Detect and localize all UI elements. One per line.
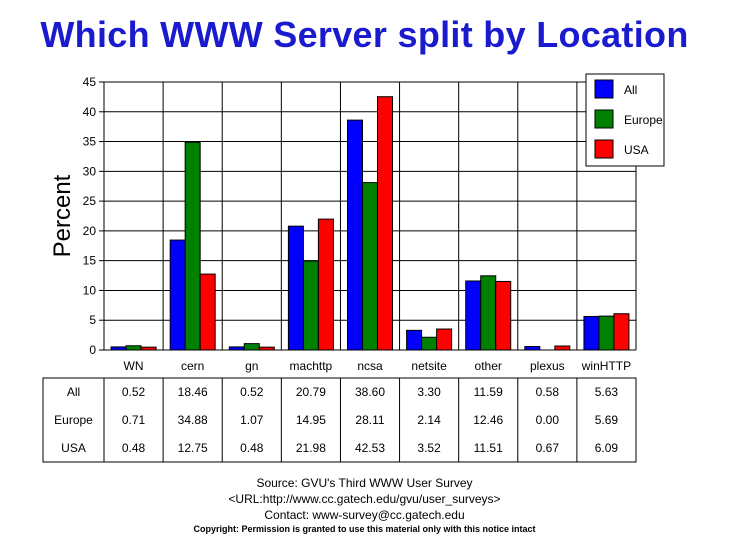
data-table-cell: 0.48 <box>240 441 264 455</box>
bar-usa-netsite <box>436 328 453 351</box>
data-table-cell: 14.95 <box>296 413 326 427</box>
data-table-cell: 0.58 <box>536 385 560 399</box>
data-table-cell: 2.14 <box>417 413 441 427</box>
bar-europe-other <box>480 275 497 351</box>
data-table-cell: 1.07 <box>240 413 264 427</box>
y-tick-label: 15 <box>83 254 97 268</box>
x-tick-label: machttp <box>290 359 333 373</box>
bar-usa-gn <box>258 346 275 351</box>
bar-all-winhttp <box>583 315 600 351</box>
y-tick-label: 25 <box>83 194 97 208</box>
footer-url: <URL:http://www.cc.gatech.edu/gvu/user_s… <box>228 492 501 506</box>
bar-europe-machttp <box>302 260 319 351</box>
bar-europe-wn <box>125 345 142 351</box>
data-table-cell: 38.60 <box>355 385 385 399</box>
data-table-cell: 0.00 <box>536 413 560 427</box>
bar-all-cern <box>169 239 186 351</box>
footer-contact: Contact: www-survey@cc.gatech.edu <box>264 508 465 522</box>
data-table-cell: 28.11 <box>355 413 384 427</box>
y-tick-label: 0 <box>89 343 96 357</box>
data-table-cell: 0.52 <box>122 385 146 399</box>
x-tick-label: cern <box>181 359 204 373</box>
x-tick-label: other <box>475 359 502 373</box>
bar-europe-winhttp <box>598 315 615 351</box>
bar-all-other <box>465 280 482 351</box>
legend-label-europe: Europe <box>624 113 663 127</box>
x-tick-label: ncsa <box>357 359 383 373</box>
chart-title: Which WWW Server split by Location <box>40 14 689 55</box>
bar-usa-machttp <box>317 218 334 351</box>
data-table-cell: 6.09 <box>595 441 619 455</box>
data-table-cell: 12.75 <box>178 441 208 455</box>
y-tick-label: 30 <box>83 164 97 178</box>
bar-usa-winhttp <box>613 313 630 351</box>
data-table-cell: 42.53 <box>355 441 385 455</box>
data-table-cell: 0.67 <box>536 441 560 455</box>
y-tick-label: 10 <box>83 283 97 297</box>
bar-europe-netsite <box>421 336 438 351</box>
data-table-cell: 21.98 <box>296 441 326 455</box>
data-table-cell: 0.48 <box>122 441 146 455</box>
x-tick-label: winHTTP <box>581 359 631 373</box>
bar-europe-gn <box>243 343 260 351</box>
footer-copyright: Copyright: Permission is granted to use … <box>193 524 536 534</box>
bar-all-machttp <box>287 225 304 351</box>
y-tick-label: 5 <box>89 313 96 327</box>
data-table-cell: 34.88 <box>178 413 208 427</box>
data-table-cell: 3.52 <box>417 441 441 455</box>
data-table-cell: 5.63 <box>595 385 619 399</box>
bar-all-netsite <box>406 329 423 351</box>
bar-all-gn <box>228 346 245 351</box>
data-table-row-label: Europe <box>54 413 93 427</box>
y-tick-label: 20 <box>83 224 97 238</box>
legend-label-usa: USA <box>624 143 649 157</box>
bar-usa-cern <box>199 273 216 351</box>
bar-usa-plexus <box>554 345 571 351</box>
data-table-row-label: USA <box>61 441 86 455</box>
data-table-cell: 18.46 <box>178 385 208 399</box>
bar-all-ncsa <box>347 119 363 351</box>
bar-usa-ncsa <box>377 96 393 351</box>
y-tick-label: 35 <box>83 135 97 149</box>
data-table-cell: 5.69 <box>595 413 619 427</box>
data-table-cell: 12.46 <box>473 413 503 427</box>
y-axis-label: Percent <box>49 174 76 257</box>
y-tick-label: 45 <box>83 75 97 89</box>
data-table-cell: 3.30 <box>417 385 441 399</box>
bar-usa-other <box>495 280 512 351</box>
x-tick-label: netsite <box>411 359 447 373</box>
bar-europe-cern <box>184 141 201 351</box>
data-table-cell: 20.79 <box>296 385 326 399</box>
data-table-cell: 0.52 <box>240 385 264 399</box>
bar-all-wn <box>110 346 127 351</box>
bar-usa-wn <box>140 346 157 351</box>
legend-swatch-all <box>594 79 614 99</box>
bar-all-plexus <box>524 346 541 351</box>
x-tick-label: gn <box>245 359 258 373</box>
chart-canvas: 0 5 10 15 20 25 30 35 40 45 WN cern gn machttp ncsa net… <box>42 73 665 463</box>
data-table-frame <box>42 377 637 463</box>
legend-swatch-usa <box>594 139 614 159</box>
bar-europe-ncsa <box>362 182 378 351</box>
legend-label-all: All <box>624 83 637 97</box>
data-table-row-label: All <box>67 385 80 399</box>
x-tick-label: WN <box>124 359 144 373</box>
y-tick-label: 40 <box>83 105 97 119</box>
data-table-cell: 11.59 <box>474 385 503 399</box>
data-table-cell: 0.71 <box>122 413 146 427</box>
legend-swatch-europe <box>594 109 614 129</box>
footer-source: Source: GVU's Third WWW User Survey <box>256 476 473 490</box>
data-table-cell: 11.51 <box>474 441 503 455</box>
x-tick-label: plexus <box>530 359 565 373</box>
